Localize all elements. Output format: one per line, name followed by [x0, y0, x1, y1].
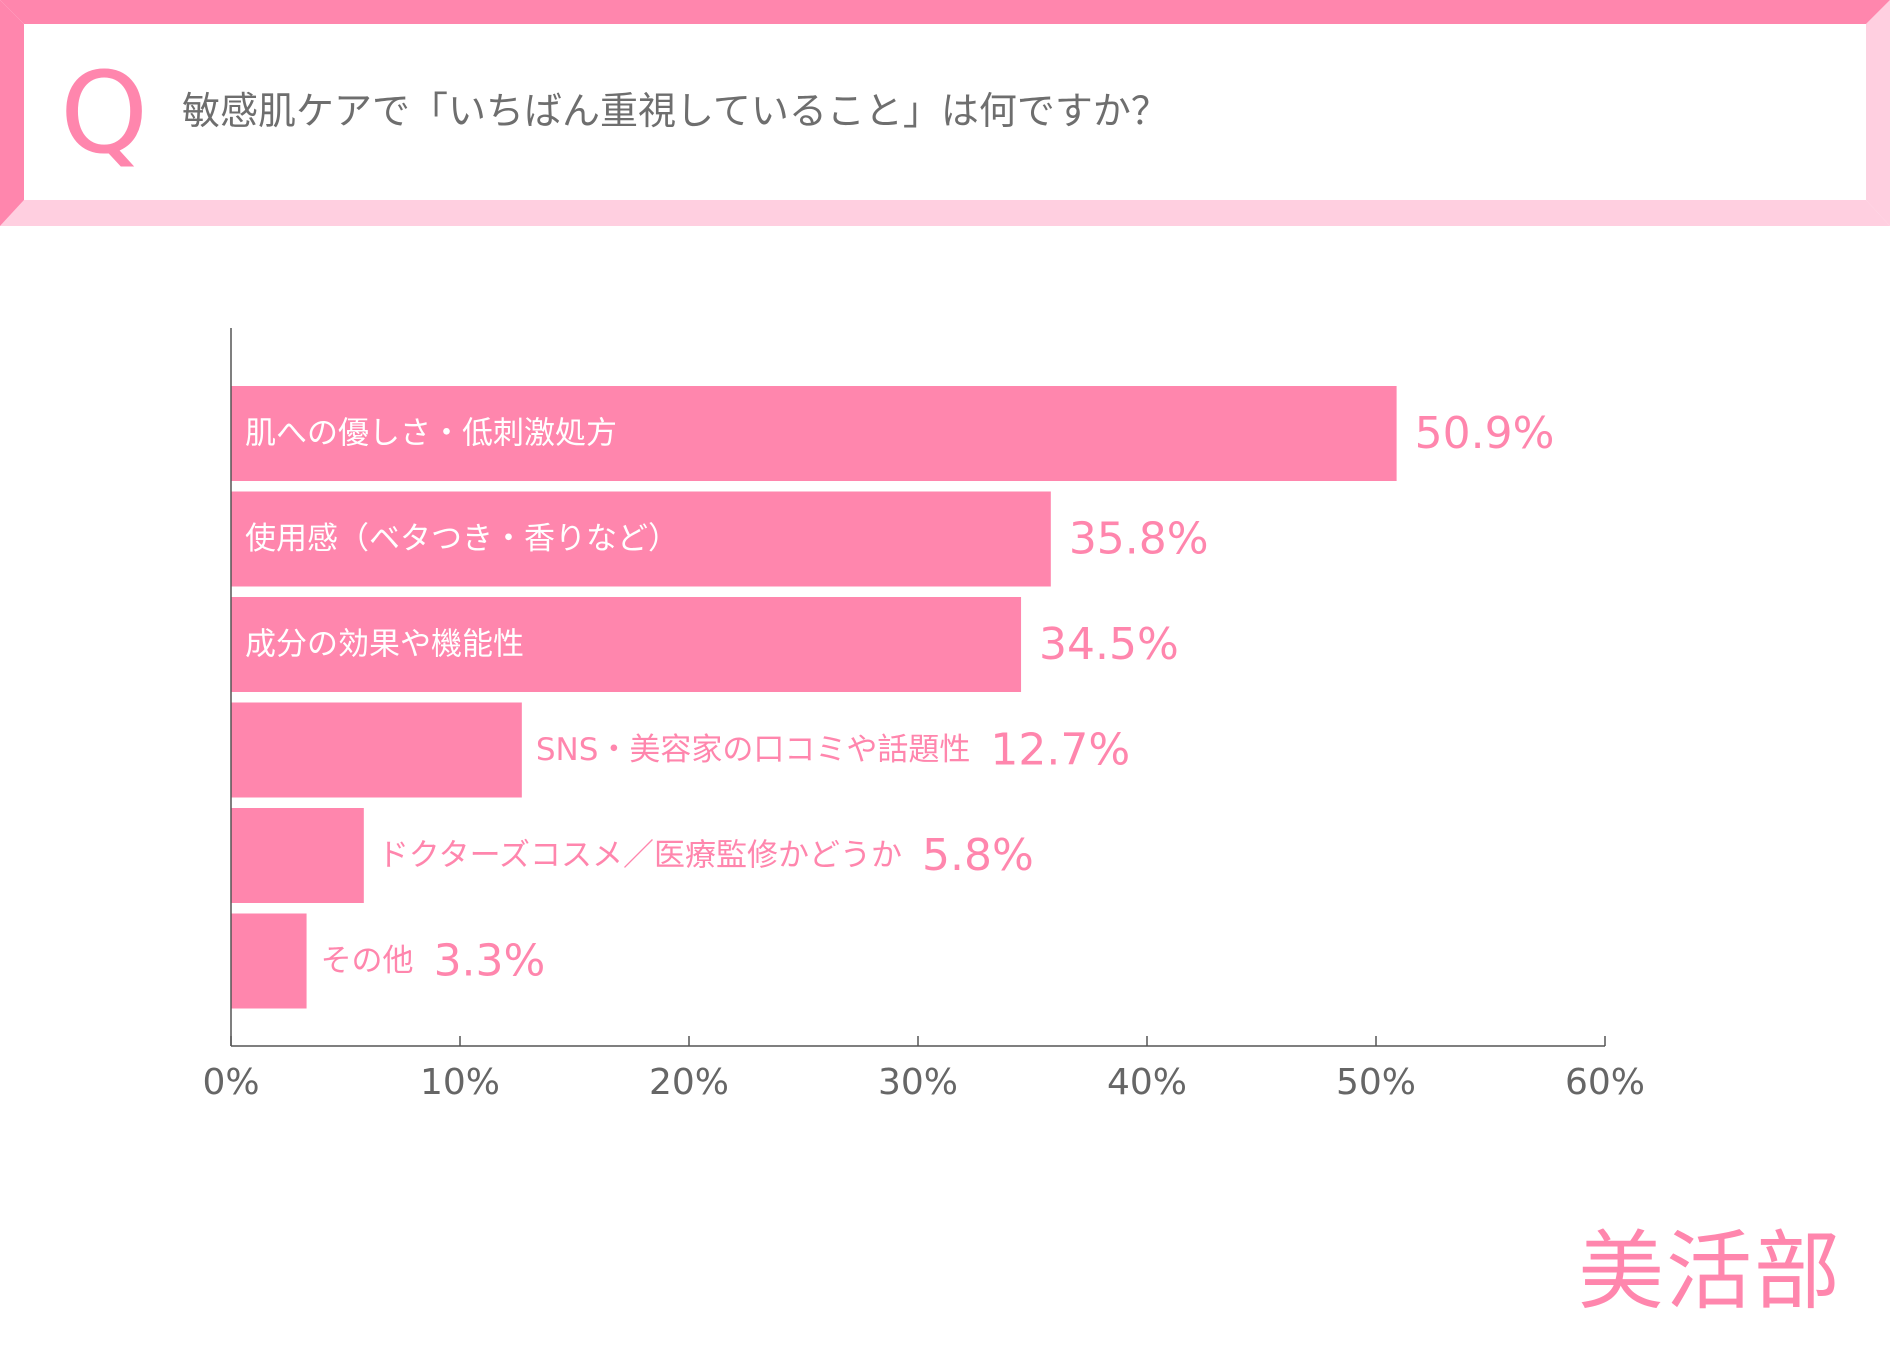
- category-label-2: 成分の効果や機能性: [245, 627, 524, 663]
- category-label-1: 使用感（ベタつき・香りなど）: [245, 521, 679, 557]
- value-label-4: 5.8%: [922, 830, 1034, 881]
- category-label-0: 肌への優しさ・低刺激処方: [245, 416, 617, 452]
- bar-5: [231, 913, 307, 1009]
- value-label-1: 35.8%: [1069, 514, 1209, 565]
- bars-group: [231, 386, 1397, 1009]
- value-label-2: 34.5%: [1039, 619, 1179, 670]
- category-label-4: ドクターズコスメ／医療監修かどうか: [378, 838, 902, 874]
- banner-light-bevel-right: [1866, 0, 1890, 226]
- bar-4: [231, 808, 364, 903]
- question-title: 敏感肌ケアで「いちばん重視していること」は何ですか？: [182, 89, 1169, 133]
- x-axis-ticks: 0% 10% 20% 30% 40% 50% 60%: [202, 1036, 1645, 1103]
- banner-inner: [24, 24, 1866, 200]
- value-label-5: 3.3%: [434, 936, 546, 987]
- banner-dark-bevel-top: [0, 0, 1890, 24]
- q-letter: Q: [60, 49, 148, 179]
- x-tick-label-5: 50%: [1336, 1062, 1416, 1103]
- value-label-0: 50.9%: [1415, 408, 1555, 459]
- banner-light-bevel: [0, 200, 1890, 226]
- category-label-5: その他: [321, 943, 414, 979]
- x-tick-label-1: 10%: [420, 1062, 500, 1103]
- category-label-3: SNS・美容家の口コミや話題性: [536, 732, 971, 768]
- bar-3: [231, 702, 522, 798]
- x-tick-label-3: 30%: [878, 1062, 958, 1103]
- x-tick-label-0: 0%: [202, 1062, 259, 1103]
- bar-1: [231, 491, 1051, 587]
- value-label-3: 12.7%: [990, 725, 1130, 776]
- bar-2: [231, 597, 1022, 692]
- x-tick-label-2: 20%: [649, 1062, 729, 1103]
- brand-logo: 美活部: [1578, 1222, 1842, 1322]
- x-tick-label-6: 60%: [1565, 1062, 1645, 1103]
- question-banner: Q 敏感肌ケアで「いちばん重視していること」は何ですか？: [0, 0, 1890, 226]
- x-tick-label-4: 40%: [1107, 1062, 1187, 1103]
- labels-group: 肌への優しさ・低刺激処方 50.9% 使用感（ベタつき・香りなど） 35.8% 成分の効…: [245, 408, 1554, 987]
- bar-chart: 肌への優しさ・低刺激処方 50.9% 使用感（ベタつき・香りなど） 35.8% 成分の効…: [202, 328, 1645, 1103]
- banner-dark-bevel-left: [0, 0, 24, 226]
- bar-0: [231, 386, 1397, 481]
